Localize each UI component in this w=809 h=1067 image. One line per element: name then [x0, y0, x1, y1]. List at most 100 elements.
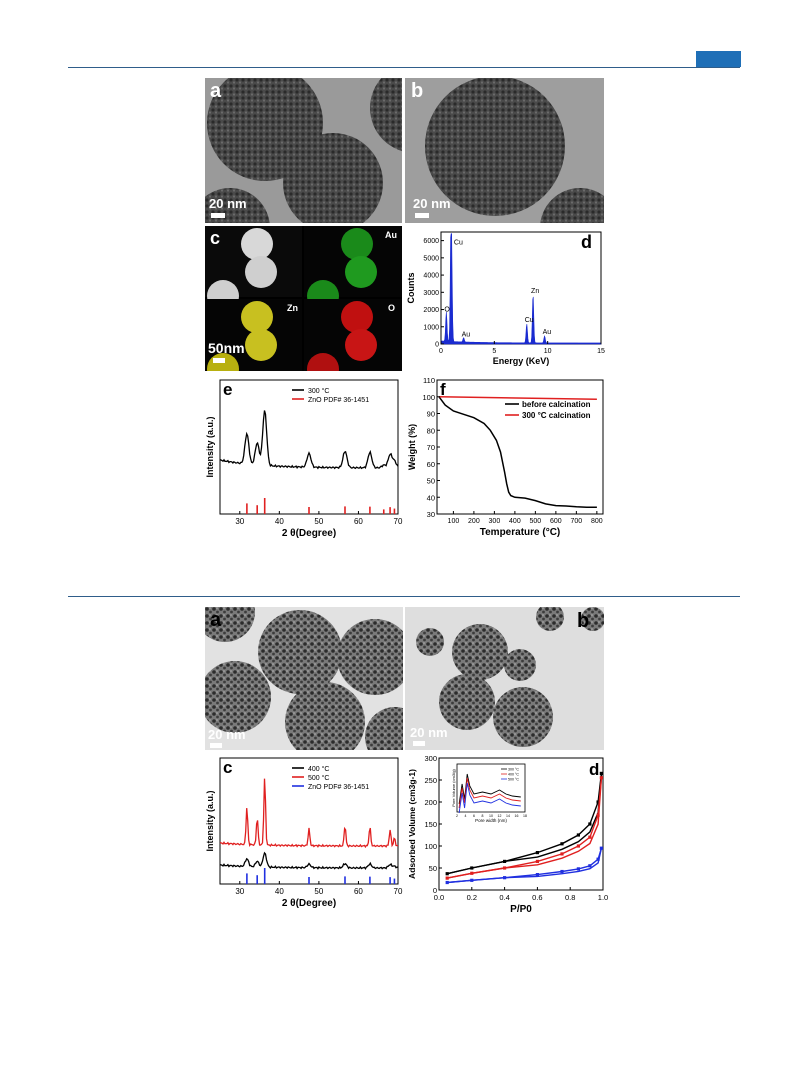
panel-label: b [577, 610, 590, 632]
tem-image-fig1-b [405, 78, 604, 223]
y-tick-label: 2000 [423, 307, 439, 314]
y-tick-label: 60 [427, 460, 435, 469]
inset-x-tick-label: 6 [473, 814, 475, 818]
data-point [599, 776, 603, 780]
x-axis-label: P/P0 [510, 904, 532, 915]
panel-label: c [223, 758, 232, 777]
xrd-chart-fig1: 30 40 50 60 70 2 θ(Degree) Intensity (a.u.) e 30… [205, 379, 403, 539]
fig1-panel-c: c Au Zn O 50nm [205, 226, 402, 371]
scale-label: 20 nm [209, 196, 247, 211]
fig2-panel-c: 30 40 50 60 70 2 θ(Degree) Intensity (a.u.) c 40… [200, 752, 405, 914]
element-label-zn: Zn [287, 303, 298, 313]
y-tick-label: 40 [427, 493, 435, 502]
y-tick-label: 1000 [423, 324, 439, 331]
legend-label: before calcination [522, 400, 591, 409]
tem-image-fig2-a [205, 607, 403, 750]
header-badge [696, 51, 741, 67]
series-line [438, 396, 597, 401]
fig1-panel-f: 30 40 50 60 70 80 90 100 110 100 200 300 400 500 600 70… [405, 374, 610, 544]
data-point [576, 844, 580, 848]
inset-series-line [458, 773, 521, 805]
x-tick-label: 200 [468, 518, 480, 525]
y-tick-label: 110 [423, 376, 435, 385]
element-label-o: O [388, 303, 396, 313]
legend-label: 300 °C calcination [522, 411, 591, 420]
x-tick-label: 0.8 [565, 893, 575, 902]
panel-label: b [411, 80, 424, 102]
x-tick-label: 40 [275, 517, 284, 526]
y-tick-label: 30 [427, 510, 435, 519]
y-tick-label: 250 [424, 776, 437, 785]
panel-label: f [440, 380, 446, 399]
peak-label: Cu [454, 240, 463, 247]
legend-label: 500 °C [308, 774, 329, 782]
scale-label: 50nm [208, 340, 245, 356]
y-tick-label: 5000 [423, 255, 439, 262]
inset-x-tick-label: 2 [456, 814, 458, 818]
x-tick-label: 1.0 [598, 893, 608, 902]
element-label-au: Au [385, 230, 397, 240]
data-point [588, 864, 592, 868]
series-line [438, 396, 597, 509]
scale-bar [210, 743, 222, 748]
y-tick-label: 0 [435, 342, 439, 349]
peak-label: Au [543, 329, 552, 336]
legend-label: 400 °C [308, 765, 329, 773]
x-tick-label: 30 [235, 887, 244, 896]
x-tick-label: 400 [509, 518, 521, 525]
data-point [560, 869, 564, 874]
data-point [503, 876, 507, 880]
inset-legend-label: 500 °C [508, 778, 519, 782]
inset-y-axis-label: Pore Volume (cm3/g) [451, 769, 456, 807]
y-tick-label: 0 [433, 886, 437, 895]
inset-x-tick-label: 4 [465, 814, 467, 818]
legend-label: 300 °C [308, 387, 329, 395]
x-tick-label: 10 [544, 348, 552, 355]
y-tick-label: 4000 [423, 273, 439, 280]
x-tick-label: 50 [314, 887, 323, 896]
x-tick-label: 40 [275, 887, 284, 896]
header-rule [68, 67, 740, 68]
data-point [599, 846, 603, 850]
xrd-chart-fig2: 30 40 50 60 70 2 θ(Degree) Intensity (a.u.) c 40… [205, 757, 403, 909]
peak-label: Au [462, 332, 471, 339]
fig1-panel-d: O Cu Au Cu Zn Au 0 1000 2000 3000 4000 5000 6000 0 5 10… [405, 226, 609, 374]
desorption-line [447, 777, 603, 879]
scale-bar [213, 358, 225, 363]
inset-legend-label: 300 °C [508, 768, 519, 772]
x-tick-label: 0 [439, 348, 443, 355]
scale-bar [211, 213, 225, 218]
x-tick-label: 0.4 [499, 893, 509, 902]
fig2-panel-d: 0 50 100 150 200 250 300 0.0 0.2 0.4 0.6 0.8 1.0 P/P0… [405, 752, 610, 922]
data-point [445, 872, 449, 876]
x-tick-label: 700 [571, 518, 583, 525]
desorption-line [447, 848, 603, 884]
y-tick-label: 200 [424, 798, 437, 807]
peak-label: Cu [525, 317, 534, 324]
data-point [596, 813, 600, 817]
y-tick-label: 3000 [423, 290, 439, 297]
y-tick-label: 150 [424, 820, 437, 829]
fig1-panel-b: b 20 nm [405, 78, 604, 223]
data-point [535, 851, 539, 855]
series-line [219, 410, 399, 470]
tem-image-fig1-a [205, 78, 402, 223]
data-point [445, 880, 449, 885]
y-axis-label: Weight (%) [407, 424, 417, 470]
panel-label: e [223, 380, 232, 399]
data-point [503, 859, 507, 863]
inset-x-axis-label: Pore width (nm) [475, 818, 507, 823]
y-axis-label: Intensity (a.u.) [205, 790, 215, 851]
x-tick-label: 500 [530, 518, 542, 525]
y-axis-label: Adsorbed Volume (cm3g-1) [407, 769, 417, 879]
data-point [535, 873, 539, 877]
plot-frame [436, 379, 604, 515]
peak-label: Zn [531, 288, 539, 295]
panel-label: d [581, 232, 592, 252]
x-tick-label: 0.2 [467, 893, 477, 902]
x-tick-label: 15 [597, 348, 605, 355]
data-point [576, 867, 580, 871]
x-tick-label: 50 [314, 517, 323, 526]
data-point [535, 859, 539, 863]
fig2-panel-b: b 20 nm [405, 607, 604, 750]
